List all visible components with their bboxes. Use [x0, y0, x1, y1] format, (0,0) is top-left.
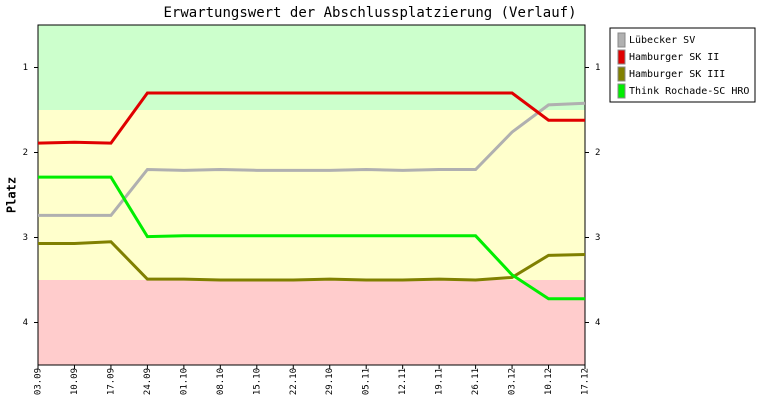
x-tick-label: 29.10	[325, 368, 335, 395]
series-line	[38, 175, 585, 301]
legend-swatch	[617, 66, 626, 82]
x-tick-label: 19.11	[435, 368, 445, 395]
band	[38, 110, 585, 280]
y-tick-label: 2	[23, 148, 28, 158]
x-tick-label: 01.10	[179, 368, 189, 395]
series-line	[38, 240, 586, 282]
x-tick-label: 08.10	[216, 368, 226, 395]
chart-title: Erwartungswert der Abschlussplatzierung …	[163, 5, 576, 21]
legend-label: Hamburger SK II	[629, 52, 719, 63]
legend-label: Lübecker SV	[629, 35, 695, 46]
x-tick-label: 12.11	[398, 368, 408, 395]
y-tick-label: 4	[23, 318, 28, 328]
legend-box	[609, 27, 756, 103]
x-tick-label: 26.11	[471, 368, 481, 395]
y-tick-label-right: 1	[595, 63, 600, 73]
band	[38, 280, 585, 365]
y-tick-label-right: 4	[595, 318, 600, 328]
x-tick-label: 22.10	[289, 368, 299, 395]
y-tick-label-right: 2	[595, 148, 600, 158]
legend-swatch	[617, 32, 626, 48]
legend-swatch	[617, 49, 626, 65]
x-tick-label: 17.09	[106, 368, 116, 395]
y-tick-label: 1	[23, 63, 28, 73]
x-tick-label: 10.09	[70, 368, 80, 395]
x-tick-label: 24.09	[143, 368, 153, 395]
legend-label: Think Rochade-SC HRO	[629, 86, 749, 97]
x-tick-label: 05.11	[362, 368, 372, 395]
y-tick-label-right: 3	[595, 233, 600, 243]
plot-frame	[37, 24, 586, 366]
legend-swatch	[617, 83, 626, 99]
series-line	[38, 101, 586, 217]
x-tick-label: 10.12	[544, 368, 554, 395]
band	[38, 25, 585, 110]
x-tick-label: 03.09	[34, 368, 44, 395]
series-line	[37, 91, 585, 145]
x-tick-label: 17.12	[581, 368, 591, 395]
y-tick-label: 3	[23, 233, 28, 243]
legend-label: Hamburger SK III	[629, 69, 725, 80]
y-axis-label: Platz	[5, 177, 19, 213]
x-tick-label: 03.12	[508, 368, 518, 395]
x-tick-label: 15.10	[252, 368, 262, 395]
